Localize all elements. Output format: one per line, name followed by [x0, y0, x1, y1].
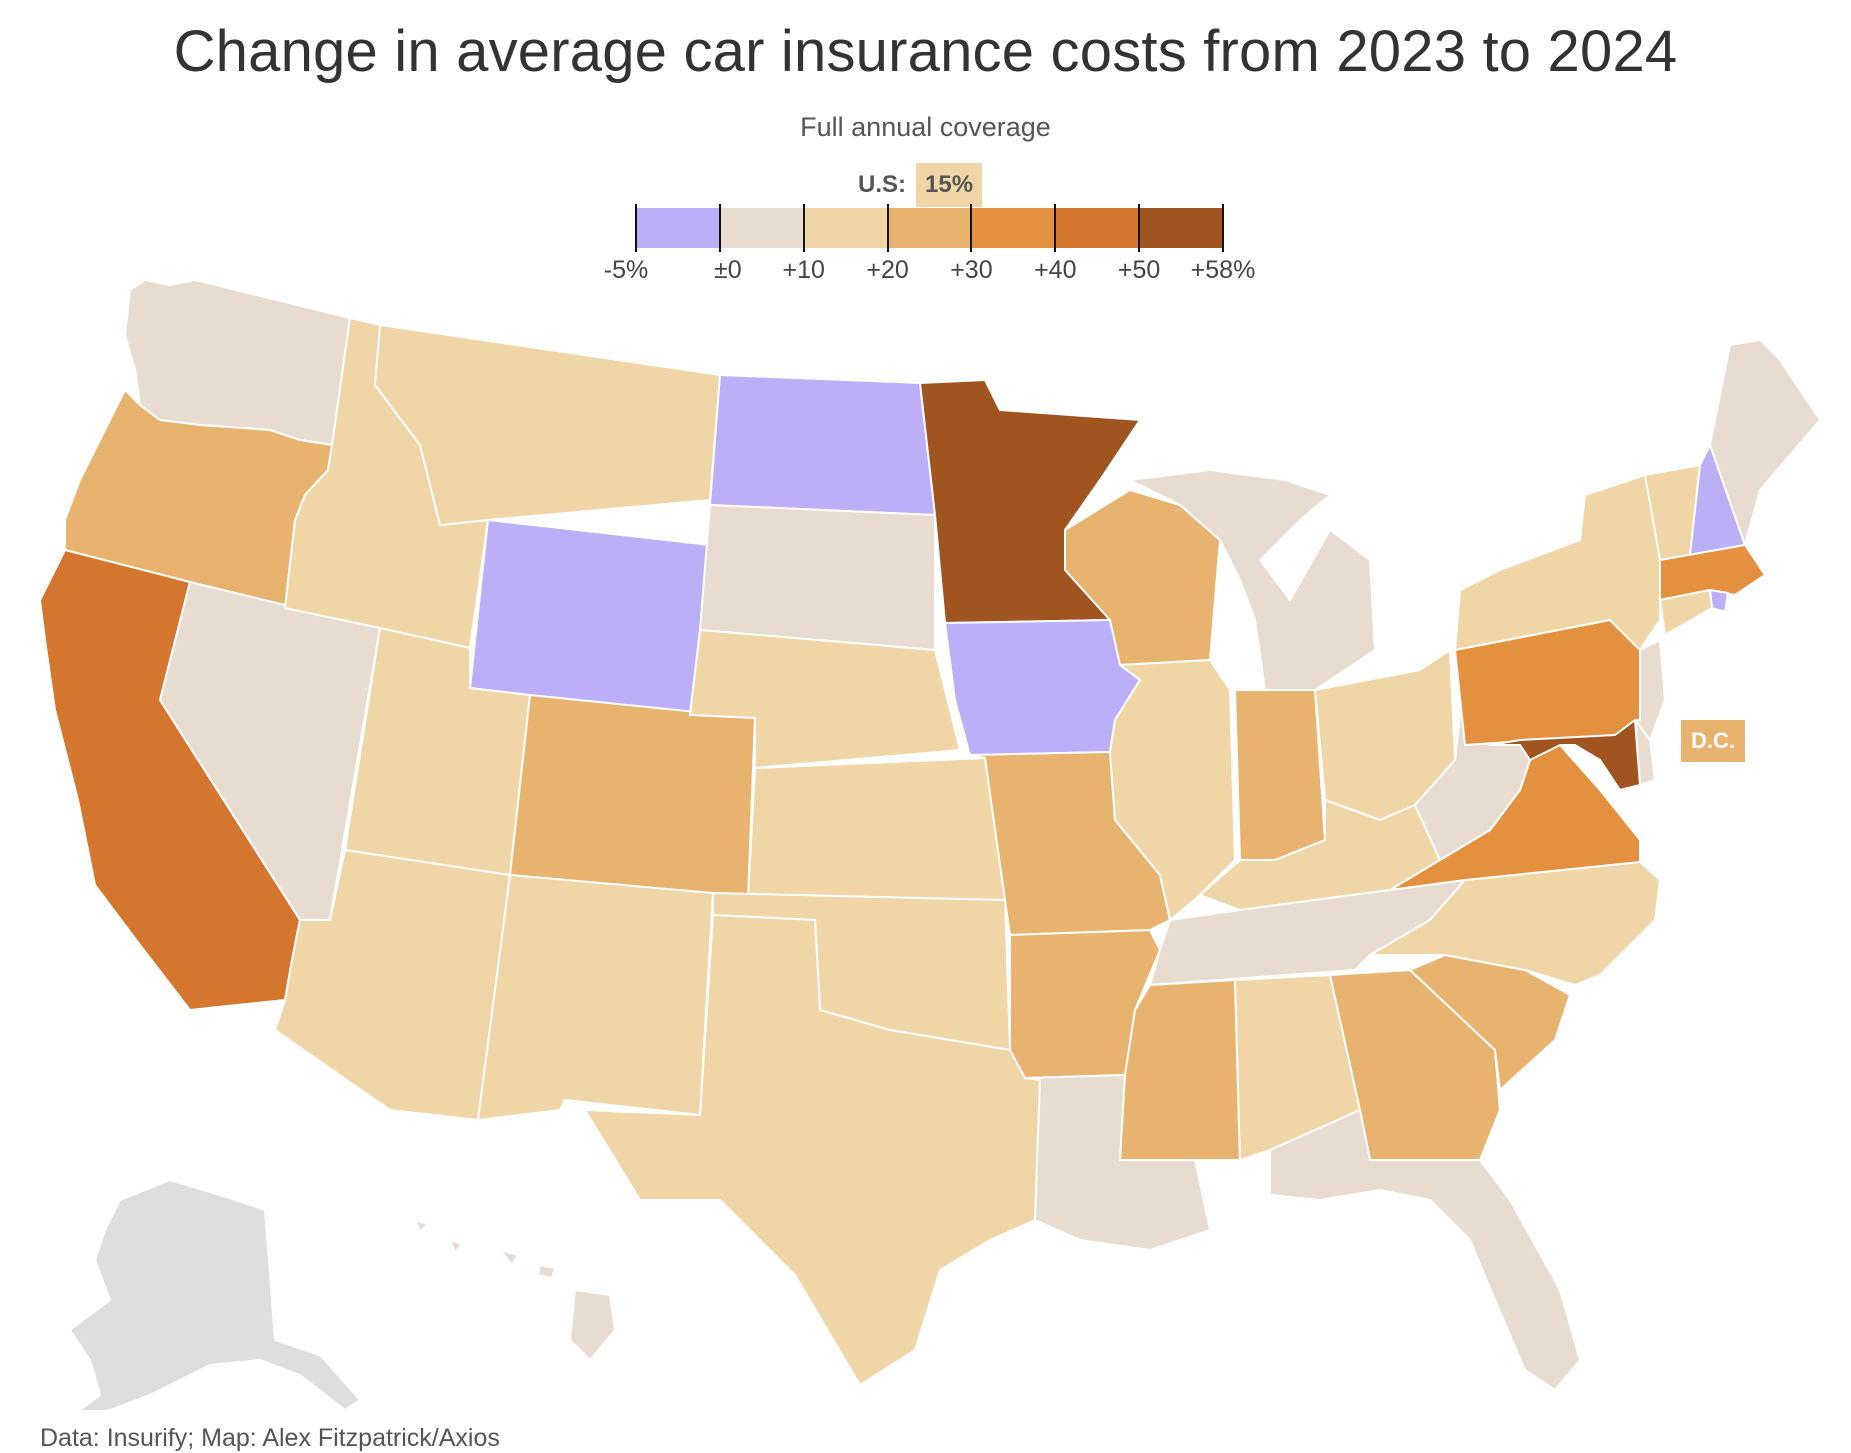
state-FL [1269, 1109, 1581, 1391]
legend-swatch [1139, 208, 1223, 248]
state-ND [709, 374, 936, 516]
state-NM [477, 874, 714, 1121]
legend-tick-label: +10 [782, 256, 825, 284]
legend-tick [1054, 204, 1057, 252]
state-MI [1129, 469, 1376, 691]
state-MD [1489, 719, 1641, 791]
us-average: U.S: 15% [858, 162, 983, 208]
us-state-map [39, 279, 1821, 1410]
map-subtitle: Full annual coverage [800, 112, 1051, 142]
state-KS [747, 757, 1006, 901]
legend-tick [970, 204, 973, 252]
page-title: Change in average car insurance costs fr… [173, 19, 1678, 84]
legend-tick-label: +40 [1034, 256, 1077, 284]
legend-tick [718, 204, 721, 252]
state-AK [69, 1179, 361, 1410]
legend-tick-label: +50 [1117, 256, 1161, 284]
state-NC [1369, 861, 1661, 986]
legend-tick [1222, 204, 1224, 252]
us-average-label: U.S: [858, 171, 906, 198]
state-SD [699, 504, 936, 651]
legend-swatch [971, 208, 1056, 248]
legend-tick-label: ±0 [714, 256, 742, 284]
source-credit: Data: Insurify; Map: Alex Fitzpatrick/Ax… [40, 1424, 500, 1452]
legend-tick-label: -5% [603, 256, 649, 284]
state-IN [1234, 689, 1326, 861]
state-IL [1109, 659, 1236, 921]
us-average-value: 15% [916, 163, 983, 207]
legend-tick [886, 204, 889, 252]
legend-swatch [719, 208, 804, 248]
legend-tick [802, 204, 805, 252]
state-HI [414, 1219, 616, 1361]
color-legend [635, 204, 1224, 252]
state-TX [584, 914, 1041, 1386]
legend-swatch [803, 208, 888, 248]
legend-swatch [887, 208, 972, 248]
state-IA [944, 619, 1141, 756]
legend-tick-label: +20 [866, 256, 909, 284]
state-CO [509, 694, 756, 899]
legend-swatch [1055, 208, 1140, 248]
state-NY [1454, 474, 1661, 651]
state-WY [469, 519, 711, 716]
dc-label: D.C. [1681, 720, 1745, 762]
legend-tick [1138, 204, 1141, 252]
state-ME [1709, 339, 1821, 546]
state-CT [1659, 589, 1713, 636]
legend-swatch [636, 208, 720, 248]
legend-tick-label: +58% [1190, 256, 1256, 284]
legend-tick-label: +30 [950, 256, 993, 284]
legend-tick [635, 204, 637, 252]
state-MS [1119, 979, 1241, 1161]
